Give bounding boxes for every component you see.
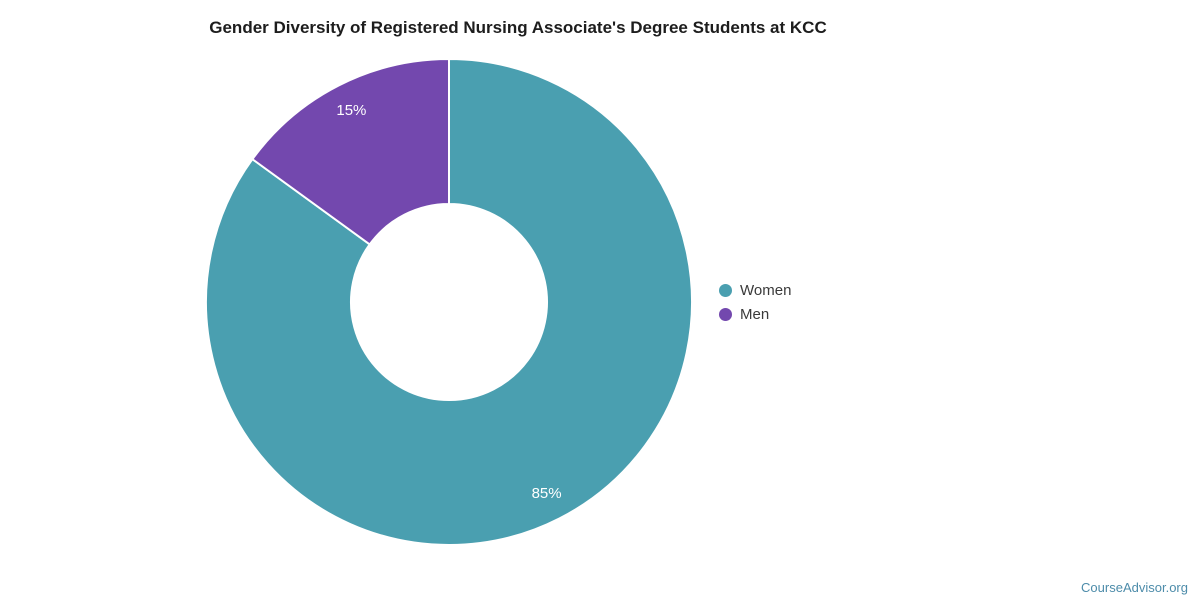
pie-slice-men[interactable] xyxy=(251,57,450,246)
legend-label-women: Women xyxy=(740,281,792,299)
slice-label-men: 15% xyxy=(336,102,366,119)
legend-item-men[interactable]: Men xyxy=(719,302,791,326)
legend-item-women[interactable]: Women xyxy=(719,278,791,302)
legend-marker-men-icon xyxy=(719,307,732,321)
legend-label-men: Men xyxy=(740,305,770,323)
slice-label-women: 85% xyxy=(532,485,562,502)
legend-marker-women-icon xyxy=(719,283,732,297)
legend: Women Men xyxy=(719,278,791,326)
chart-title: Gender Diversity of Registered Nursing A… xyxy=(209,18,827,37)
watermark-link[interactable]: CourseAdvisor.org xyxy=(1081,580,1188,595)
pie-slice-women[interactable] xyxy=(205,57,693,546)
